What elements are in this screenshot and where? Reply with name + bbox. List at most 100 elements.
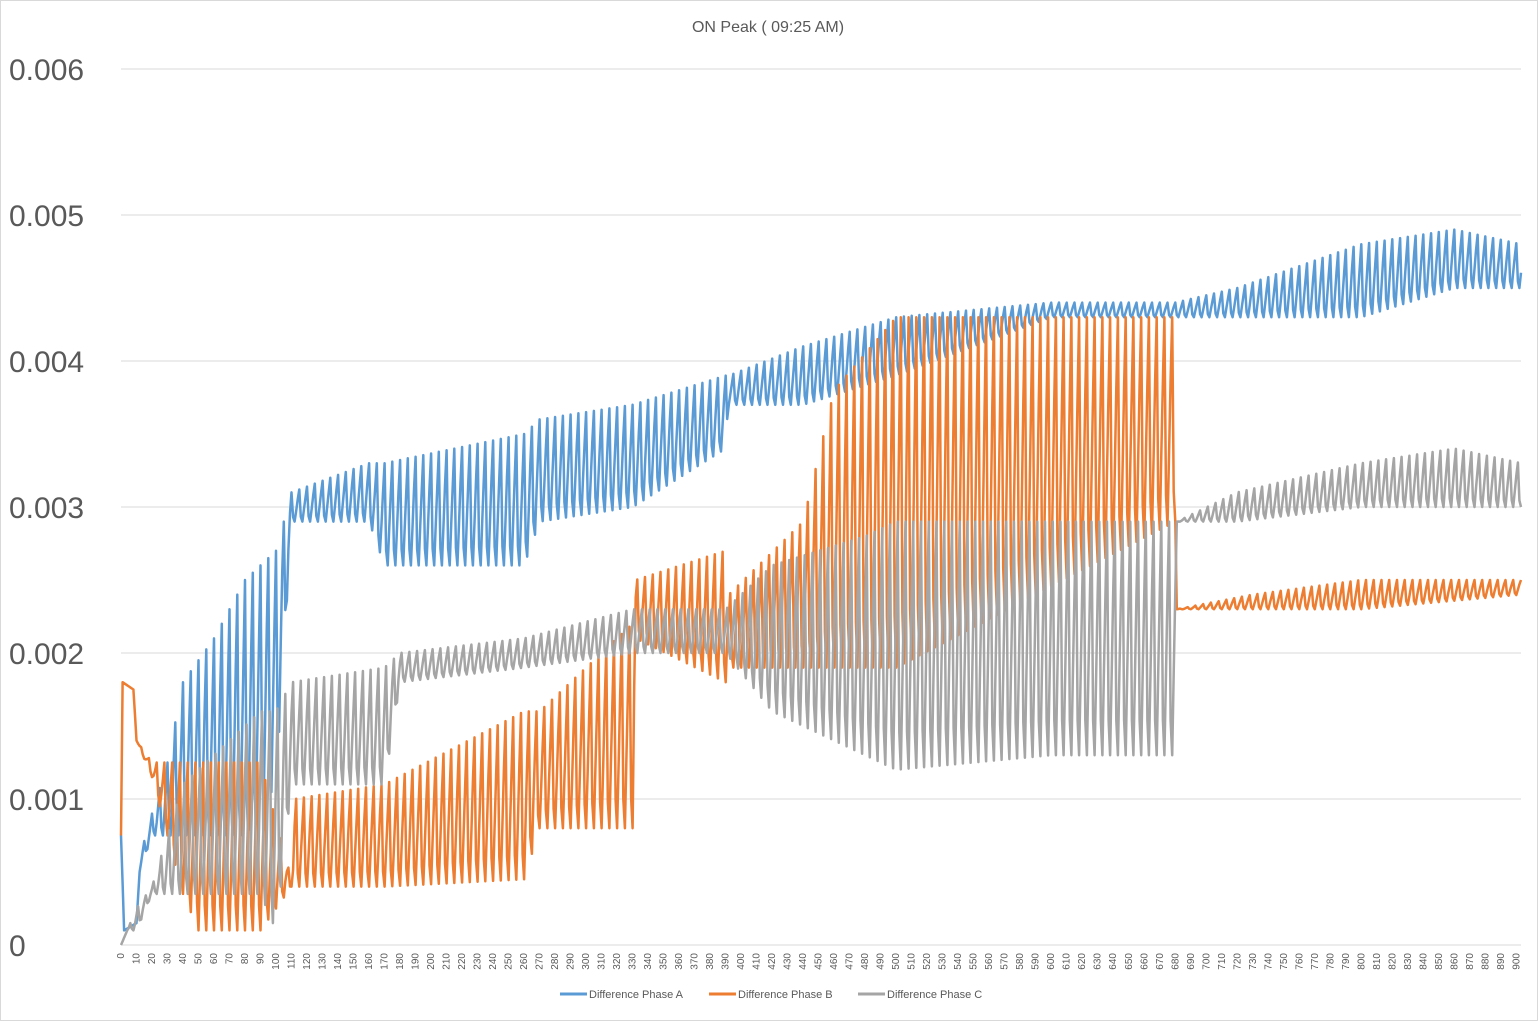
x-tick-label: 660 [1139,953,1150,970]
x-tick-label: 630 [1093,953,1104,970]
x-tick-label: 210 [442,953,453,970]
x-tick-label: 520 [922,953,933,970]
x-tick-label: 550 [969,953,980,970]
legend-label: Difference Phase C [887,989,982,1001]
x-tick-label: 170 [380,953,391,970]
x-tick-label: 260 [519,953,530,970]
x-tick-label: 580 [1015,953,1026,970]
x-tick-label: 530 [938,953,949,970]
x-tick-label: 900 [1511,953,1522,970]
x-tick-label: 220 [457,953,468,970]
x-tick-label: 370 [690,953,701,970]
y-axis-ticks: 0 0.001 0.002 0.003 0.004 0.005 0.006 [9,54,84,963]
x-tick-label: 50 [194,953,205,965]
x-tick-label: 360 [674,953,685,970]
x-tick-label: 710 [1217,953,1228,970]
x-tick-label: 880 [1480,953,1491,970]
chart-title: ON Peak ( 09:25 AM) [692,19,844,36]
x-tick-label: 310 [597,953,608,970]
legend: Difference Phase A Difference Phase B Diff… [560,989,982,1001]
x-tick-label: 250 [504,953,515,970]
x-tick-label: 290 [566,953,577,970]
y-tick-label: 0 [9,930,26,963]
x-tick-label: 810 [1372,953,1383,970]
series-lines [119,228,1523,946]
x-tick-label: 780 [1325,953,1336,970]
x-tick-label: 490 [876,953,887,970]
x-tick-label: 640 [1108,953,1119,970]
x-tick-label: 870 [1465,953,1476,970]
y-tick-label: 0.005 [9,200,84,233]
x-tick-label: 110 [287,953,298,969]
x-tick-label: 610 [1062,953,1073,970]
x-tick-label: 430 [783,953,794,970]
x-tick-label: 200 [426,953,437,970]
x-axis-ticks: 0 10 20 30 40 50 60 70 80 90 100 110 120 130 140 150 160… [116,953,1522,970]
x-tick-label: 510 [907,953,918,970]
x-tick-label: 420 [767,953,778,970]
x-tick-label: 620 [1077,953,1088,970]
x-tick-label: 320 [612,953,623,970]
y-tick-label: 0.001 [9,784,84,817]
x-tick-label: 20 [147,953,158,965]
x-tick-label: 150 [349,953,360,970]
x-tick-label: 730 [1248,953,1259,970]
x-tick-label: 330 [628,953,639,970]
x-tick-label: 650 [1124,953,1135,970]
x-tick-label: 840 [1418,953,1429,970]
x-tick-label: 30 [163,953,174,965]
x-tick-label: 40 [178,953,189,965]
x-tick-label: 740 [1263,953,1274,970]
series-line-1 [119,228,1523,932]
x-tick-label: 390 [721,953,732,970]
y-tick-label: 0.004 [9,346,84,379]
x-tick-label: 480 [860,953,871,970]
x-tick-label: 280 [550,953,561,970]
x-tick-label: 570 [1000,953,1011,970]
y-tick-label: 0.003 [9,492,84,525]
y-tick-label: 0.006 [9,54,84,87]
x-tick-label: 380 [705,953,716,970]
x-tick-label: 100 [271,953,282,970]
legend-label: Difference Phase A [589,989,684,1001]
x-tick-label: 850 [1434,953,1445,970]
x-tick-label: 180 [395,953,406,970]
x-tick-label: 240 [488,953,499,970]
x-tick-label: 470 [845,953,856,970]
legend-label: Difference Phase B [738,989,833,1001]
x-tick-label: 440 [798,953,809,970]
x-tick-label: 750 [1279,953,1290,970]
x-tick-label: 340 [643,953,654,970]
x-tick-label: 590 [1031,953,1042,970]
x-tick-label: 60 [209,953,220,965]
x-tick-label: 70 [225,953,236,965]
x-tick-label: 800 [1356,953,1367,970]
x-tick-label: 820 [1387,953,1398,970]
x-tick-label: 770 [1310,953,1321,970]
x-tick-label: 270 [535,953,546,970]
x-tick-label: 680 [1170,953,1181,970]
x-tick-label: 560 [984,953,995,970]
x-tick-label: 80 [240,953,251,965]
x-tick-label: 400 [736,953,747,970]
x-tick-label: 760 [1294,953,1305,970]
x-tick-label: 670 [1155,953,1166,970]
x-tick-label: 90 [256,953,267,965]
x-tick-label: 300 [581,953,592,970]
x-tick-label: 0 [116,953,127,959]
x-tick-label: 190 [411,953,422,970]
x-tick-label: 830 [1403,953,1414,970]
x-tick-label: 120 [302,953,313,970]
x-tick-label: 450 [814,953,825,970]
x-tick-label: 860 [1449,953,1460,970]
x-tick-label: 130 [318,953,329,970]
x-tick-label: 410 [752,953,763,970]
x-tick-label: 230 [473,953,484,970]
x-tick-label: 700 [1201,953,1212,970]
x-tick-label: 890 [1496,953,1507,970]
x-tick-label: 690 [1186,953,1197,970]
x-tick-label: 720 [1232,953,1243,970]
series-line-3 [119,447,1523,946]
